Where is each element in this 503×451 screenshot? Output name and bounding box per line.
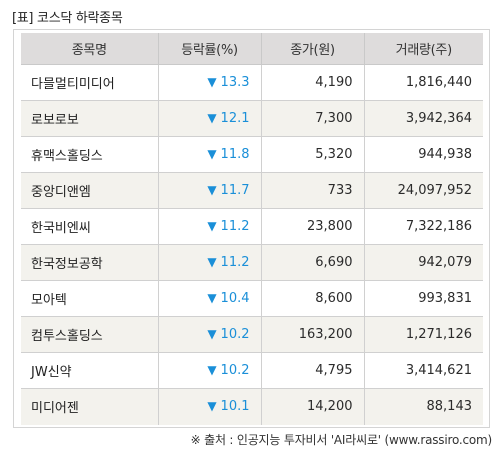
close-price: 14,200 bbox=[260, 388, 364, 425]
close-price: 4,190 bbox=[260, 64, 364, 101]
down-arrow-icon: ▼ bbox=[207, 219, 217, 233]
stock-name: 한국정보공학 bbox=[21, 244, 158, 281]
table-row: 모아텍 ▼ 10.4 8,600 993,831 bbox=[21, 280, 483, 317]
change-cell: ▼ 11.2 bbox=[157, 244, 261, 281]
header-row: 종목명 등락률(%) 종가(원) 거래량(주) bbox=[21, 33, 483, 65]
down-arrow-icon: ▼ bbox=[207, 399, 217, 414]
table-row: JW신약 ▼ 10.2 4,795 3,414,621 bbox=[21, 352, 483, 389]
change-value: 11.8 bbox=[220, 147, 250, 162]
change-value: 10.2 bbox=[220, 363, 250, 378]
change-cell: ▼ 13.3 bbox=[157, 64, 261, 101]
table-row: 중앙디앤엠 ▼ 11.7 733 24,097,952 bbox=[21, 172, 483, 209]
close-price: 733 bbox=[260, 172, 364, 209]
table-row: 한국비엔씨 ▼ 11.2 23,800 7,322,186 bbox=[21, 208, 483, 245]
volume: 24,097,952 bbox=[363, 172, 483, 209]
declining-stocks-table: 종목명 등락률(%) 종가(원) 거래량(주) 다믈멀티미디어 ▼ 13.3 4,… bbox=[21, 33, 483, 425]
table-row: 컴투스홀딩스 ▼ 10.2 163,200 1,271,126 bbox=[21, 316, 483, 353]
volume: 3,942,364 bbox=[363, 100, 483, 137]
change-cell: ▼ 11.7 bbox=[157, 172, 261, 209]
down-arrow-icon: ▼ bbox=[207, 111, 217, 125]
change-cell: ▼ 11.8 bbox=[157, 136, 261, 173]
change-value: 12.1 bbox=[220, 111, 250, 126]
down-arrow-icon: ▼ bbox=[207, 183, 217, 197]
change-cell: ▼ 10.1 bbox=[157, 388, 261, 425]
column-header-volume: 거래량(주) bbox=[363, 33, 483, 65]
stock-name: 중앙디앤엠 bbox=[21, 172, 158, 209]
table-row: 휴맥스홀딩스 ▼ 11.8 5,320 944,938 bbox=[21, 136, 483, 173]
column-header-change: 등락률(%) bbox=[157, 33, 261, 65]
volume: 7,322,186 bbox=[363, 208, 483, 245]
close-price: 5,320 bbox=[260, 136, 364, 173]
volume: 3,414,621 bbox=[363, 352, 483, 389]
change-cell: ▼ 10.2 bbox=[157, 352, 261, 389]
stock-name: JW신약 bbox=[21, 352, 158, 389]
close-price: 7,300 bbox=[260, 100, 364, 137]
change-value: 11.2 bbox=[220, 255, 250, 270]
volume: 88,143 bbox=[363, 388, 483, 425]
table-row: 미디어젠 ▼ 10.1 14,200 88,143 bbox=[21, 388, 483, 425]
down-arrow-icon: ▼ bbox=[207, 75, 217, 89]
down-arrow-icon: ▼ bbox=[207, 147, 217, 161]
change-value: 10.1 bbox=[220, 399, 250, 415]
volume: 942,079 bbox=[363, 244, 483, 281]
close-price: 6,690 bbox=[260, 244, 364, 281]
source-note: ※ 출처 : 인공지능 투자비서 'AI라씨로' (www.rassiro.co… bbox=[190, 433, 493, 447]
change-cell: ▼ 10.2 bbox=[157, 316, 261, 353]
stock-name: 한국비엔씨 bbox=[21, 208, 158, 245]
close-price: 23,800 bbox=[260, 208, 364, 245]
down-arrow-icon: ▼ bbox=[207, 291, 217, 305]
change-value: 10.2 bbox=[220, 327, 250, 342]
change-cell: ▼ 12.1 bbox=[157, 100, 261, 137]
stock-name: 미디어젠 bbox=[21, 388, 158, 425]
volume: 1,271,126 bbox=[363, 316, 483, 353]
stock-name: 컴투스홀딩스 bbox=[21, 316, 158, 353]
table-row: 로보로보 ▼ 12.1 7,300 3,942,364 bbox=[21, 100, 483, 137]
volume: 1,816,440 bbox=[363, 64, 483, 101]
close-price: 8,600 bbox=[260, 280, 364, 317]
close-price: 163,200 bbox=[260, 316, 364, 353]
change-value: 11.2 bbox=[220, 219, 250, 234]
column-header-close: 종가(원) bbox=[260, 33, 364, 65]
change-value: 13.3 bbox=[220, 75, 250, 90]
down-arrow-icon: ▼ bbox=[207, 363, 217, 377]
volume: 944,938 bbox=[363, 136, 483, 173]
down-arrow-icon: ▼ bbox=[207, 255, 217, 269]
table-row: 한국정보공학 ▼ 11.2 6,690 942,079 bbox=[21, 244, 483, 281]
change-value: 11.7 bbox=[220, 183, 250, 198]
stock-name: 다믈멀티미디어 bbox=[21, 64, 158, 101]
close-price: 4,795 bbox=[260, 352, 364, 389]
volume: 993,831 bbox=[363, 280, 483, 317]
table-frame: 종목명 등락률(%) 종가(원) 거래량(주) 다믈멀티미디어 ▼ 13.3 4,… bbox=[13, 29, 490, 428]
down-arrow-icon: ▼ bbox=[207, 327, 217, 341]
change-value: 10.4 bbox=[220, 291, 250, 306]
stock-name: 로보로보 bbox=[21, 100, 158, 137]
table-row: 다믈멀티미디어 ▼ 13.3 4,190 1,816,440 bbox=[21, 64, 483, 101]
stock-name: 휴맥스홀딩스 bbox=[21, 136, 158, 173]
column-header-name: 종목명 bbox=[21, 33, 158, 65]
change-cell: ▼ 11.2 bbox=[157, 208, 261, 245]
table-title: [표] 코스닥 하락종목 bbox=[12, 11, 123, 26]
change-cell: ▼ 10.4 bbox=[157, 280, 261, 317]
stock-name: 모아텍 bbox=[21, 280, 158, 317]
